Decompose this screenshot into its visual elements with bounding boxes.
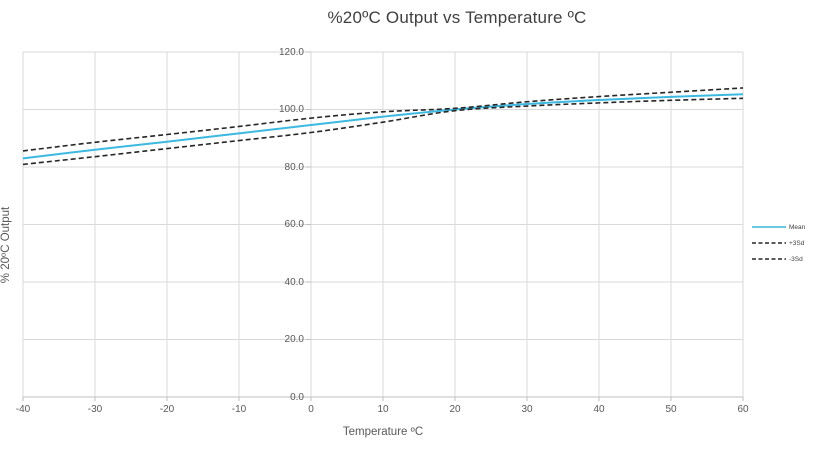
x-axis-title: Temperature ºC [342,426,424,438]
plus-3sd-line [22,87,744,152]
legend-item-minus-3sd: -3Sd [751,251,805,267]
legend-line-sample-plus-3sd [752,242,786,244]
y-axis-title: % 20ºC Output [0,206,12,284]
legend-label: +3Sd [789,239,805,247]
legend-line-sample-mean [752,226,786,228]
chart-title: %20ºC Output vs Temperature ºC [327,8,587,27]
minus-3sd-line [22,97,744,166]
legend-label: -3Sd [789,255,803,263]
legend-label: Mean [789,223,806,231]
mean-line [22,93,744,160]
legend-item-plus-3sd: +3Sd [751,235,805,251]
legend: Mean +3Sd -3Sd [751,219,805,267]
legend-line-sample-minus-3sd [752,258,786,260]
legend-item-mean: Mean [751,219,805,235]
